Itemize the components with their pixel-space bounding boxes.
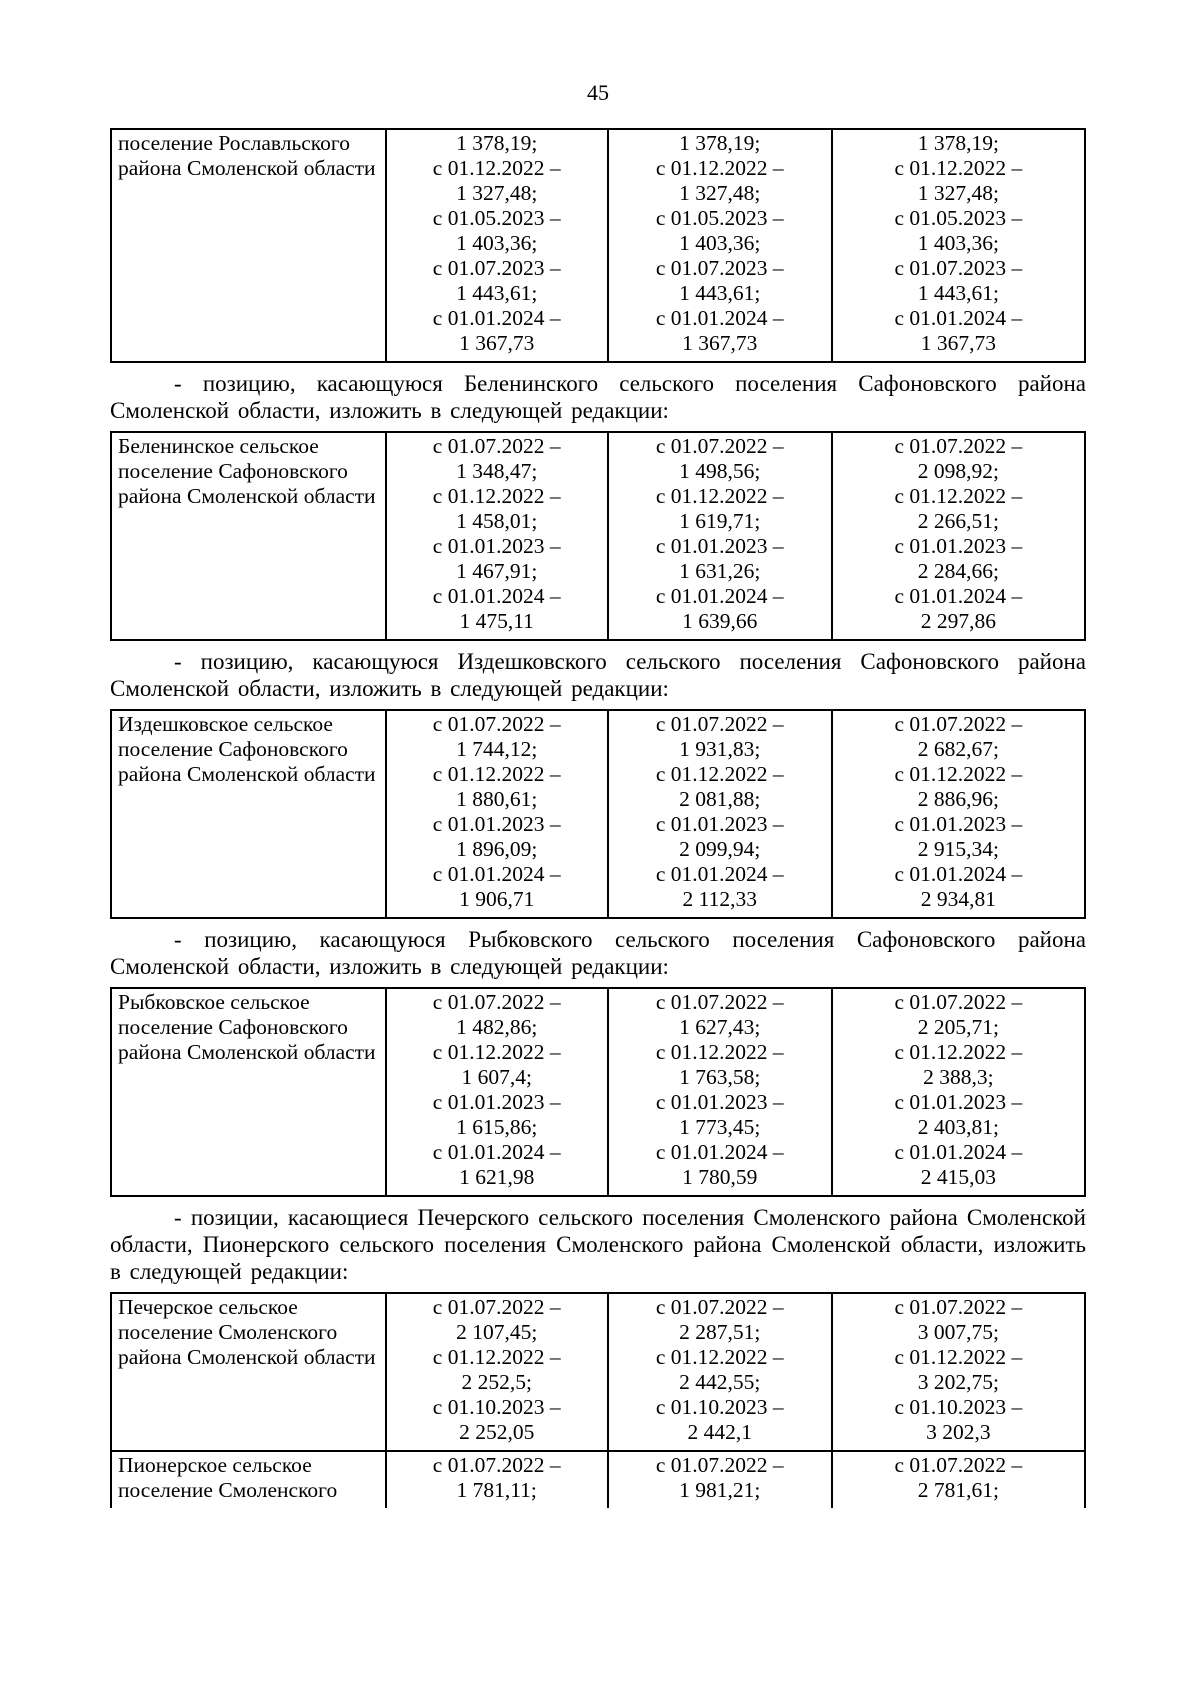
tariff-values-cell: с 01.07.2022 – 2 781,61;	[830, 1450, 1087, 1508]
amendment-paragraph-rybkovskoe: - позицию, касающуюся Рыбковского сельск…	[110, 927, 1086, 979]
settlement-name-cell: Рыбковское сельское поселение Сафоновско…	[110, 987, 387, 1197]
tariff-values-cell: 1 378,19; с 01.12.2022 – 1 327,48; с 01.…	[830, 128, 1087, 363]
tariff-values-cell: с 01.07.2022 – 1 931,83; с 01.12.2022 – …	[606, 709, 833, 919]
settlement-name-cell: Печерское сельское поселение Смоленского…	[110, 1292, 387, 1452]
settlement-name-cell: Беленинское сельское поселение Сафоновск…	[110, 431, 387, 641]
tariff-table-roslavl: поселение Рославльского района Смоленско…	[110, 128, 1087, 363]
tariff-table-izdeshkovskoe: Издешковское сельское поселение Сафоновс…	[110, 709, 1087, 919]
tariff-values-cell: с 01.07.2022 – 1 627,43; с 01.12.2022 – …	[606, 987, 833, 1197]
tariff-values-cell: с 01.07.2022 – 2 107,45; с 01.12.2022 – …	[384, 1292, 609, 1452]
tariff-values-cell: с 01.07.2022 – 1 482,86; с 01.12.2022 – …	[384, 987, 609, 1197]
tariff-table-beleninskoe: Беленинское сельское поселение Сафоновск…	[110, 431, 1087, 641]
tariff-values-cell: с 01.07.2022 – 3 007,75; с 01.12.2022 – …	[830, 1292, 1087, 1452]
table-row: Пионерское сельское поселение Смоленског…	[110, 1450, 1087, 1508]
amendment-paragraph-pecherskoe-pionerskoe: - позиции, касающиеся Печерского сельско…	[110, 1205, 1086, 1284]
tariff-values-cell: с 01.07.2022 – 2 205,71; с 01.12.2022 – …	[830, 987, 1087, 1197]
amendment-paragraph-beleninskoe: - позицию, касающуюся Беленинского сельс…	[110, 371, 1086, 423]
settlement-name-cell: Издешковское сельское поселение Сафоновс…	[110, 709, 387, 919]
tariff-values-cell: с 01.07.2022 – 1 498,56; с 01.12.2022 – …	[606, 431, 833, 641]
tariff-values-cell: 1 378,19; с 01.12.2022 – 1 327,48; с 01.…	[606, 128, 833, 363]
amendment-paragraph-izdeshkovskoe: - позицию, касающуюся Издешковского сель…	[110, 649, 1086, 701]
page-content: 45 поселение Рославльского района Смолен…	[110, 80, 1087, 1508]
table-row: Печерское сельское поселение Смоленского…	[110, 1292, 1087, 1452]
tariff-values-cell: 1 378,19; с 01.12.2022 – 1 327,48; с 01.…	[384, 128, 609, 363]
table-row: Рыбковское сельское поселение Сафоновско…	[110, 987, 1087, 1197]
tariff-values-cell: с 01.07.2022 – 1 981,21;	[606, 1450, 833, 1508]
settlement-name-cell: Пионерское сельское поселение Смоленског…	[110, 1450, 387, 1508]
tariff-table-pecherskoe-pionerskoe: Печерское сельское поселение Смоленского…	[110, 1292, 1087, 1508]
tariff-values-cell: с 01.07.2022 – 2 287,51; с 01.12.2022 – …	[606, 1292, 833, 1452]
page-number: 45	[587, 80, 609, 105]
table-row: Беленинское сельское поселение Сафоновск…	[110, 431, 1087, 641]
table-row: поселение Рославльского района Смоленско…	[110, 128, 1087, 363]
tariff-values-cell: с 01.07.2022 – 1 744,12; с 01.12.2022 – …	[384, 709, 609, 919]
table-row: Издешковское сельское поселение Сафоновс…	[110, 709, 1087, 919]
tariff-table-rybkovskoe: Рыбковское сельское поселение Сафоновско…	[110, 987, 1087, 1197]
settlement-name-cell: поселение Рославльского района Смоленско…	[110, 128, 387, 363]
tariff-values-cell: с 01.07.2022 – 1 348,47; с 01.12.2022 – …	[384, 431, 609, 641]
tariff-values-cell: с 01.07.2022 – 1 781,11;	[384, 1450, 609, 1508]
tariff-values-cell: с 01.07.2022 – 2 098,92; с 01.12.2022 – …	[830, 431, 1087, 641]
tariff-values-cell: с 01.07.2022 – 2 682,67; с 01.12.2022 – …	[830, 709, 1087, 919]
